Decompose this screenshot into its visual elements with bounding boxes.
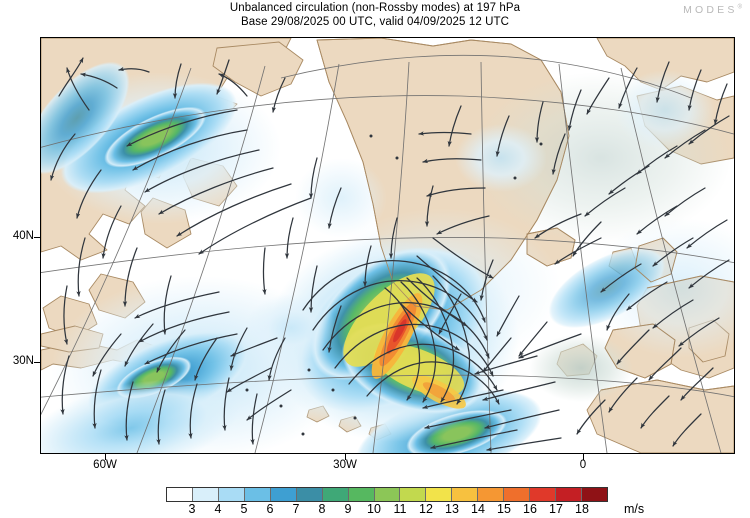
colorbar-tick-7: 7 (292, 502, 300, 516)
colorbar-cell-15 (556, 488, 582, 501)
axis-label-x-1: 30W (333, 459, 357, 471)
axis-label-y-1: 30N (12, 355, 34, 367)
colorbar-tick-17: 17 (549, 502, 563, 516)
colorbar-cell-2 (218, 488, 245, 501)
wind-vector-arrows (50, 57, 730, 452)
x-tick-1 (345, 454, 346, 460)
colorbar-tick-5: 5 (240, 502, 248, 516)
y-tick-1 (34, 362, 40, 363)
axis-label-x-0: 60W (93, 459, 117, 471)
colorbar-tick-labels: 3 4 5 6 7 8 9 10 11 12 13 14 15 16 17 18 (166, 502, 608, 518)
modes-logo: MODES® (683, 4, 742, 16)
chart-title-block: Unbalanced circulation (non-Rossby modes… (0, 1, 750, 29)
x-tick-2 (583, 454, 584, 460)
colorbar[interactable] (166, 487, 608, 502)
colorbar-tick-8: 8 (318, 502, 326, 516)
colorbar-tick-13: 13 (445, 502, 459, 516)
colorbar-tick-4: 4 (214, 502, 222, 516)
colorbar-cell-14 (530, 488, 557, 501)
colorbar-cell-11 (452, 488, 479, 501)
colorbar-tick-3: 3 (188, 502, 196, 516)
axis-label-x-2: 0 (579, 459, 587, 471)
colorbar-cell-10 (426, 488, 453, 501)
colorbar-tick-18: 18 (575, 502, 589, 516)
x-tick-0 (105, 454, 106, 460)
colorbar-cell-7 (348, 488, 375, 501)
registered-mark-icon: ® (737, 4, 742, 11)
colorbar-cell-0 (167, 488, 193, 501)
colorbar-tick-12: 12 (419, 502, 433, 516)
coastlines (316, 38, 734, 391)
colorbar-cell-8 (374, 488, 401, 501)
colorbar-tick-9: 9 (344, 502, 352, 516)
calm-wind-markers (245, 134, 543, 436)
y-tick-0 (34, 237, 40, 238)
map-plot-area[interactable] (40, 37, 735, 454)
map-canvas (41, 38, 734, 453)
colorbar-cell-1 (192, 488, 219, 501)
colorbar-unit-label: m/s (624, 502, 645, 516)
colorbar-tick-10: 10 (367, 502, 381, 516)
colorbar-cell-13 (504, 488, 531, 501)
main-jet-core (267, 234, 519, 442)
colorbar-cell-3 (244, 488, 271, 501)
colorbar-tick-14: 14 (471, 502, 485, 516)
colorbar-tick-16: 16 (523, 502, 537, 516)
page-title: Unbalanced circulation (non-Rossby modes… (229, 2, 521, 14)
chart-subtitle: Base 29/08/2025 00 UTC, valid 04/09/2025… (240, 16, 510, 28)
colorbar-cell-12 (478, 488, 505, 501)
colorbar-tick-6: 6 (266, 502, 274, 516)
colorbar-cell-5 (296, 488, 323, 501)
colorbar-cell-16 (582, 488, 607, 501)
colorbar-cell-9 (400, 488, 427, 501)
colorbar-tick-11: 11 (393, 502, 407, 516)
colorbar-cell-6 (322, 488, 349, 501)
axis-label-y-0: 40N (12, 230, 34, 242)
colorbar-cell-4 (270, 488, 297, 501)
brand-text: MODES (683, 4, 738, 16)
colorbar-tick-15: 15 (497, 502, 511, 516)
